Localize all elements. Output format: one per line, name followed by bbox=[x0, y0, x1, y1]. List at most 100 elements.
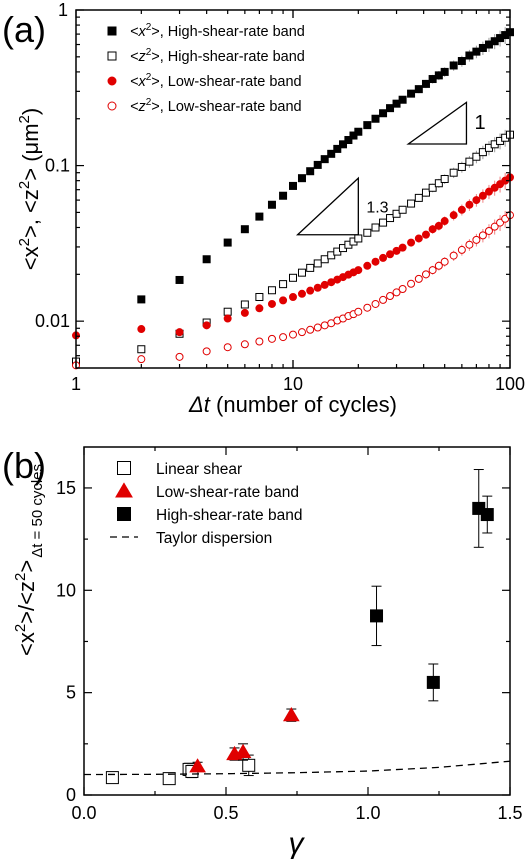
data-point bbox=[371, 114, 380, 123]
data-point bbox=[371, 299, 380, 308]
slope-triangle bbox=[406, 101, 468, 145]
panel-b-ticks: 0.0 0.5 1.0 1.5 0 5 10 15 bbox=[56, 447, 523, 823]
data-point bbox=[137, 295, 146, 304]
data-point bbox=[255, 337, 264, 346]
data-point bbox=[339, 140, 348, 149]
slope-triangle bbox=[295, 176, 359, 236]
data-point bbox=[313, 323, 322, 332]
panel-a-x-axis-label: Δt (number of cycles) bbox=[188, 392, 397, 417]
x-tick-label: 0.5 bbox=[213, 803, 238, 823]
data-point bbox=[223, 343, 232, 352]
panel-b-label: (b) bbox=[2, 445, 46, 486]
data-point bbox=[428, 183, 437, 192]
data-point bbox=[240, 340, 249, 349]
data-point bbox=[255, 212, 264, 221]
legend-marker bbox=[117, 461, 131, 475]
panel-a-label: (a) bbox=[2, 9, 46, 50]
data-point bbox=[472, 196, 481, 205]
data-point bbox=[363, 261, 372, 270]
data-point bbox=[440, 174, 449, 183]
data-point bbox=[392, 209, 401, 218]
data-point bbox=[267, 200, 276, 209]
data-point bbox=[320, 155, 329, 164]
data-point bbox=[240, 225, 249, 234]
data-point bbox=[386, 250, 395, 259]
data-point bbox=[465, 200, 474, 209]
data-point bbox=[306, 167, 315, 176]
data-point bbox=[407, 279, 416, 288]
legend-entry: <z2>, Low-shear-rate band bbox=[130, 97, 302, 115]
data-point bbox=[449, 211, 458, 220]
panel-a-slope-annotations: 1.31 bbox=[295, 101, 486, 236]
data-point bbox=[434, 261, 443, 270]
data-point bbox=[484, 187, 493, 196]
data-point bbox=[320, 280, 329, 289]
data-point bbox=[371, 257, 380, 266]
data-point bbox=[478, 231, 487, 240]
data-point bbox=[386, 292, 395, 301]
data-point bbox=[440, 217, 449, 226]
data-point bbox=[137, 355, 146, 364]
data-point bbox=[414, 274, 423, 283]
data-point bbox=[306, 286, 315, 295]
data-point bbox=[407, 89, 416, 98]
data-point bbox=[202, 321, 211, 330]
data-point bbox=[242, 758, 256, 772]
data-point bbox=[379, 218, 388, 227]
data-point bbox=[297, 268, 306, 277]
y-tick-label: 1 bbox=[58, 0, 68, 20]
data-point bbox=[267, 299, 276, 308]
panel-b-legend: Linear shear Low-shear-rate band High-shea… bbox=[110, 461, 302, 547]
data-point bbox=[465, 240, 474, 249]
data-point bbox=[484, 226, 493, 235]
data-point bbox=[320, 321, 329, 330]
data-point bbox=[333, 144, 342, 153]
data-point bbox=[371, 223, 380, 232]
data-point bbox=[282, 707, 300, 722]
legend-entry: <z2>, High-shear-rate band bbox=[130, 47, 305, 65]
data-point bbox=[289, 181, 297, 190]
taylor-dispersion-curve bbox=[83, 760, 511, 776]
legend-marker bbox=[107, 101, 117, 111]
data-point bbox=[449, 61, 458, 70]
panel-a-legend: <x2>, High-shear-rate band <z2>, High-she… bbox=[107, 22, 305, 115]
data-point bbox=[234, 743, 252, 759]
data-point bbox=[306, 325, 315, 334]
data-point bbox=[223, 307, 232, 316]
data-point bbox=[379, 295, 388, 304]
data-point bbox=[279, 191, 288, 200]
y-tick-label: 0.01 bbox=[35, 311, 70, 331]
data-point bbox=[267, 334, 276, 343]
data-point bbox=[279, 296, 288, 305]
panel-a-plot-area bbox=[72, 23, 514, 370]
panel-b-series-3 bbox=[370, 469, 494, 702]
panel-a-series-2 bbox=[72, 126, 514, 366]
x-tick-label: 1.5 bbox=[497, 803, 522, 823]
y-tick-label: 15 bbox=[56, 478, 76, 498]
data-point bbox=[414, 85, 423, 94]
legend-entry: <x2>, Low-shear-rate band bbox=[130, 72, 302, 90]
panel-b-x-axis-label: γ bbox=[289, 827, 306, 860]
data-point bbox=[202, 255, 211, 264]
data-point bbox=[490, 222, 499, 231]
x-tick-label: 100 bbox=[495, 374, 525, 394]
data-point bbox=[223, 238, 232, 247]
data-point bbox=[267, 286, 276, 295]
data-point bbox=[279, 333, 288, 342]
data-point bbox=[414, 193, 423, 202]
data-point bbox=[398, 95, 407, 104]
data-point bbox=[105, 771, 119, 785]
data-point bbox=[379, 109, 388, 118]
x-tick-label: 10 bbox=[283, 374, 303, 394]
data-point bbox=[313, 283, 322, 292]
data-point bbox=[428, 225, 437, 234]
data-point bbox=[162, 772, 176, 786]
data-point bbox=[457, 245, 466, 254]
x-tick-label: 1.0 bbox=[355, 803, 380, 823]
panel-a-series-3 bbox=[72, 169, 514, 340]
data-point bbox=[297, 174, 306, 183]
legend-entry: <x2>, High-shear-rate band bbox=[130, 22, 305, 40]
data-point bbox=[175, 352, 184, 361]
legend-marker bbox=[107, 26, 117, 36]
